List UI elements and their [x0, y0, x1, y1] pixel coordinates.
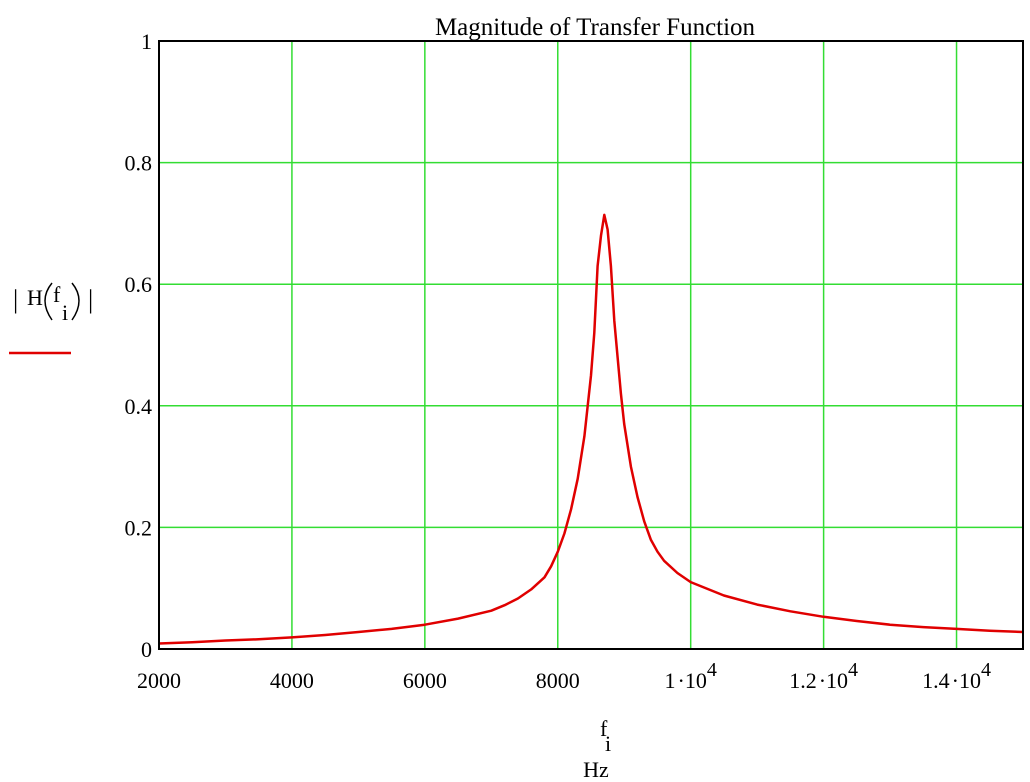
series-line [158, 213, 1024, 645]
x-tick-text: 2000 [137, 668, 181, 693]
x-tick-label: 2000 [137, 668, 181, 693]
y-label-paren-right [71, 282, 80, 321]
plot-area [158, 213, 1024, 645]
x-tick-label: 4000 [270, 668, 314, 693]
x-tick-exponent: 4 [707, 659, 717, 681]
x-tick-label: 1.4·104 [922, 659, 991, 693]
x-tick-dot: · [952, 668, 959, 693]
x-tick-text: 8000 [536, 668, 580, 693]
x-tick-label: 1·104 [665, 659, 717, 693]
x-tick-mantissa: 1 [665, 668, 676, 693]
chart-title: Magnitude of Transfer Function [435, 14, 756, 41]
y-tick-label: 0 [141, 637, 152, 662]
y-tick-label: 1 [141, 29, 152, 54]
x-tick-label: 6000 [403, 668, 447, 693]
y-label-function: H [27, 285, 43, 310]
x-tick-text: 4000 [270, 668, 314, 693]
x-tick-mantissa: 1.4 [922, 668, 950, 693]
y-label-paren-left [44, 282, 53, 321]
y-label-bar-right: | [88, 285, 93, 314]
grid-lines [159, 41, 1023, 649]
y-label-bar-left: | [13, 285, 18, 314]
plot-frame [158, 40, 1024, 650]
x-tick-text: 6000 [403, 668, 447, 693]
x-label-unit: Hz [583, 757, 609, 782]
x-tick-label: 8000 [536, 668, 580, 693]
x-label-subscript: i [605, 731, 611, 756]
y-tick-label: 0.4 [125, 394, 153, 419]
x-tick-base: 10 [826, 668, 848, 693]
x-tick-labels: 2000 4000 6000 8000 1·104 1.2·104 1.4·104 [137, 659, 991, 693]
x-tick-dot: · [819, 668, 826, 693]
x-tick-dot: · [678, 668, 685, 693]
x-tick-exponent: 4 [848, 659, 858, 681]
y-label-argument: f [53, 282, 61, 307]
x-tick-base: 10 [685, 668, 707, 693]
y-tick-label: 0.2 [125, 515, 153, 540]
y-label-subscript: i [62, 300, 68, 325]
x-tick-base: 10 [959, 668, 981, 693]
y-tick-label: 0.8 [125, 151, 153, 176]
y-tick-labels: 0 0.2 0.4 0.6 0.8 1 [125, 29, 153, 662]
x-label-variable: f [600, 716, 608, 741]
y-axis-label: | H f i | [9, 282, 93, 355]
y-tick-label: 0.6 [125, 272, 153, 297]
x-axis-label: f i Hz [583, 716, 611, 782]
x-tick-mantissa: 1.2 [789, 668, 817, 693]
x-tick-label: 1.2·104 [789, 659, 858, 693]
x-tick-exponent: 4 [981, 659, 991, 681]
